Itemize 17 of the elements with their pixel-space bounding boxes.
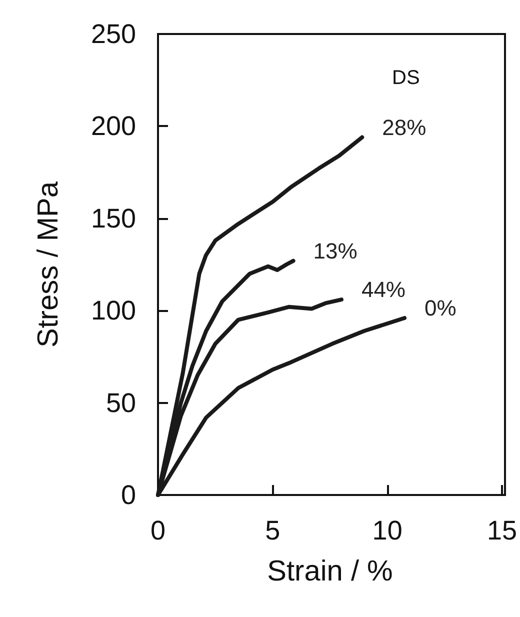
series-label: 44%: [361, 277, 406, 302]
y-tick-label: 0: [120, 480, 136, 510]
series-label: 13%: [313, 238, 358, 264]
y-tick-label: 50: [106, 388, 136, 418]
x-axis-title: Strain / %: [267, 556, 393, 588]
x-tick-label: 15: [486, 516, 518, 546]
annotation: DS: [392, 67, 420, 89]
y-axis-title: Stress / MPa: [32, 180, 64, 348]
y-tick-label: 200: [90, 111, 136, 142]
x-tick-label: 5: [265, 516, 280, 546]
y-tick-label: 100: [90, 296, 136, 326]
x-tick-label: 0: [150, 516, 166, 546]
x-tick-label: 10: [372, 516, 402, 546]
series-label: 28%: [382, 114, 426, 140]
y-tick-label: 250: [90, 19, 136, 49]
y-tick-label: 150: [90, 203, 136, 234]
series-label: 0%: [424, 295, 456, 320]
